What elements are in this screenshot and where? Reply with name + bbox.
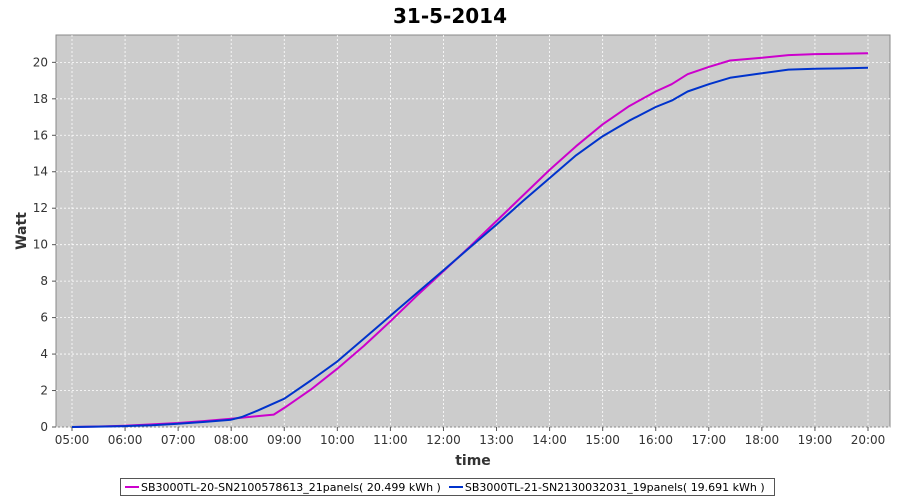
x-axis-label: time bbox=[455, 453, 491, 469]
y-tick-label: 18 bbox=[33, 92, 48, 106]
y-tick-label: 20 bbox=[33, 55, 48, 69]
y-tick-label: 12 bbox=[33, 201, 48, 215]
x-tick-label: 17:00 bbox=[692, 433, 727, 447]
x-tick-label: 09:00 bbox=[267, 433, 302, 447]
y-tick-label: 4 bbox=[40, 347, 48, 361]
x-tick-label: 06:00 bbox=[108, 433, 143, 447]
series-line-2 bbox=[71, 66, 869, 428]
x-tick-label: 07:00 bbox=[161, 433, 196, 447]
legend-swatch bbox=[448, 486, 463, 488]
legend-label: SB3000TL-20-SN2100578613_21panels( 20.49… bbox=[141, 480, 441, 494]
chart-title: 31-5-2014 bbox=[392, 4, 507, 28]
x-tick-label: 14:00 bbox=[532, 433, 567, 447]
y-tick-label: 0 bbox=[40, 420, 48, 434]
x-tick-label: 11:00 bbox=[373, 433, 408, 447]
legend-label: SB3000TL-21-SN2130032031_19panels( 19.69… bbox=[464, 480, 765, 494]
x-tick-label: 15:00 bbox=[585, 433, 620, 447]
y-tick-label: 10 bbox=[33, 238, 48, 252]
legend-item-series-1: SB3000TL-20-SN2100578613_21panels( 20.49… bbox=[125, 481, 441, 494]
y-tick-label: 6 bbox=[40, 311, 48, 325]
plot-area bbox=[55, 34, 891, 428]
y-tick-label: 8 bbox=[40, 274, 48, 288]
x-tick-label: 19:00 bbox=[798, 433, 833, 447]
x-tick-label: 10:00 bbox=[320, 433, 355, 447]
legend-swatch bbox=[125, 486, 139, 488]
series-layer bbox=[71, 52, 869, 428]
legend: SB3000TL-20-SN2100578613_21panels( 20.49… bbox=[120, 478, 775, 496]
x-tick-label: 13:00 bbox=[479, 433, 514, 447]
grid-lines bbox=[56, 35, 890, 428]
axes: 0 2 4 6 8 10 12 14 16 18 20 05:00 06:00 07:00 08:00 09:… bbox=[33, 55, 886, 447]
x-tick-label: 16:00 bbox=[638, 433, 673, 447]
x-tick-label: 05:00 bbox=[55, 433, 90, 447]
y-tick-label: 14 bbox=[33, 165, 48, 179]
x-tick-label: 18:00 bbox=[745, 433, 780, 447]
y-tick-label: 2 bbox=[40, 384, 48, 398]
y-tick-label: 16 bbox=[33, 128, 48, 142]
x-tick-label: 08:00 bbox=[214, 433, 249, 447]
x-tick-label: 12:00 bbox=[426, 433, 461, 447]
y-axis-label: Watt bbox=[14, 212, 30, 250]
x-tick-label: 20:00 bbox=[851, 433, 886, 447]
legend-item-series-2: SB3000TL-21-SN2130032031_19panels( 19.69… bbox=[448, 480, 765, 494]
